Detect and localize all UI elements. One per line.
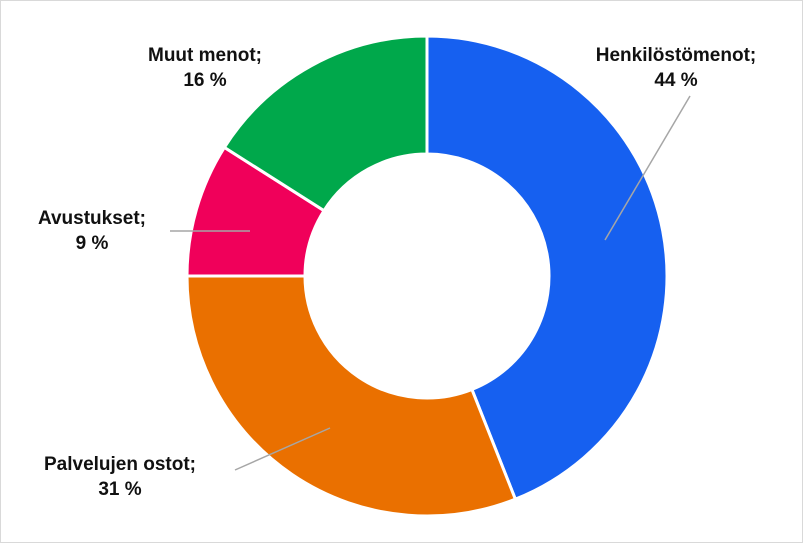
slice-label: Henkilöstömenot; [596,45,756,66]
slice-value-label: 44 % [654,70,697,91]
slice-label: Avustukset; [38,208,146,229]
slice-label: Palvelujen ostot; [44,454,196,475]
slice-value-label: 31 % [98,479,141,500]
leader-line [234,427,331,471]
donut-slice [185,274,518,518]
donut-slice [425,34,669,502]
donut-slice [222,34,429,213]
slice-label: Muut menot; [148,45,262,66]
leader-line [604,95,691,241]
slice-value-label: 16 % [183,70,226,91]
slice-value-label: 9 % [76,233,109,254]
